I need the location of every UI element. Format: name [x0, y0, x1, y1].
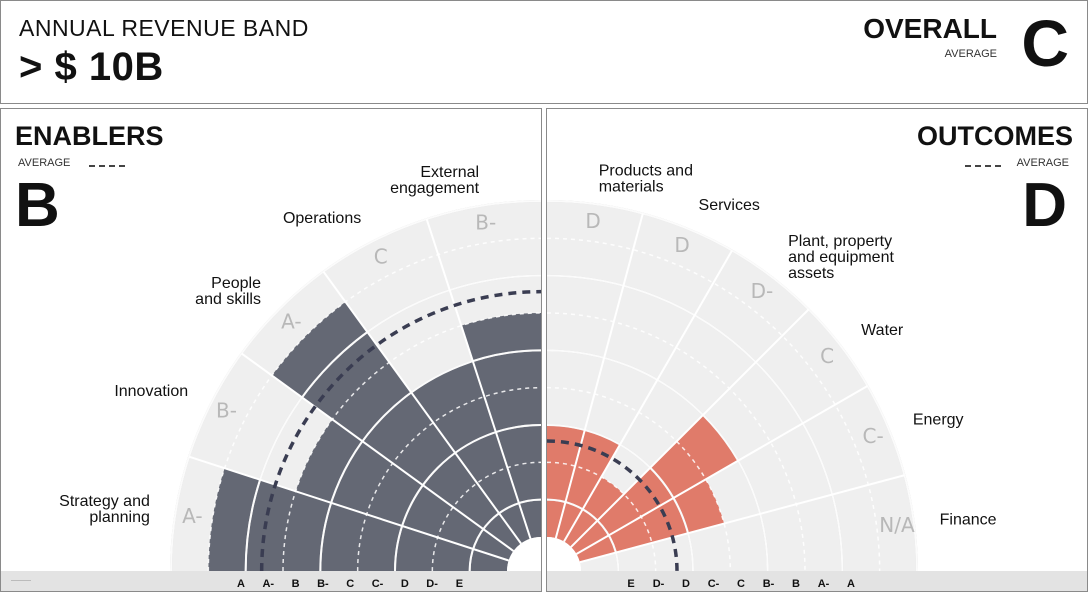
- outcomes-label-finance: Finance: [940, 511, 997, 528]
- enablers-bar-external-engagement: [461, 313, 541, 539]
- header: ANNUAL REVENUE BAND > $ 10B OVERALL AVER…: [0, 0, 1088, 104]
- outcomes-label-services: Services: [699, 197, 760, 214]
- enablers-label-innovation: Innovation: [114, 383, 188, 400]
- enablers-ring: [282, 312, 541, 572]
- enablers-ring: [170, 200, 541, 572]
- outcomes-label-plant-property-and-equipment-assets: and equipment: [788, 249, 894, 266]
- enablers-ring: [356, 386, 541, 572]
- revenue-band-label: ANNUAL REVENUE BAND: [19, 15, 309, 41]
- enablers-divider: [241, 352, 515, 552]
- enablers-divider: [188, 455, 509, 562]
- outcomes-divider: [579, 474, 905, 564]
- enablers-label-strategy-and-planning: planning: [89, 509, 150, 526]
- outcomes-bar-water: [571, 414, 739, 554]
- enablers-bar-people-and-skills: [271, 301, 522, 552]
- outcomes-label-water: Water: [861, 322, 904, 339]
- enablers-label-external-engagement: engagement: [390, 180, 480, 197]
- outcomes-grade-water: C: [820, 344, 834, 368]
- outcomes-bar-products-and-materials: [547, 425, 585, 539]
- outcomes-grade-finance: N/A: [879, 513, 915, 537]
- enablers-bar-operations: [411, 361, 531, 544]
- enablers-label-people-and-skills: and skills: [195, 291, 261, 308]
- enablers-footer: [1, 571, 541, 591]
- enablers-ring: [431, 461, 541, 572]
- enablers-bar-innovation: [295, 419, 514, 561]
- outcomes-label-plant-property-and-equipment-assets: assets: [788, 265, 834, 282]
- outcomes-divider: [570, 308, 810, 548]
- outcomes-label-products-and-materials: materials: [599, 178, 664, 195]
- enablers-ring: [244, 274, 541, 572]
- outcomes-divider: [563, 250, 733, 543]
- overall-title: OVERALL: [863, 13, 997, 44]
- enablers-grade-operations: C: [374, 244, 388, 268]
- enablers-average-grade: B: [15, 171, 60, 240]
- enablers-grade-people-and-skills: A-: [281, 309, 301, 333]
- enablers-grade-external-engagement: B-: [475, 210, 496, 234]
- enablers-average-label: AVERAGE: [18, 157, 71, 169]
- outcomes-bar-services: [555, 429, 620, 542]
- enablers-title: ENABLERS: [15, 121, 164, 151]
- outcomes-title: OUTCOMES: [916, 121, 1073, 151]
- outcomes-average-grade: D: [1022, 171, 1067, 240]
- enablers-panel: A- Strategy and planning B- Innovation A- Peop…: [0, 108, 542, 592]
- outcomes-grade-energy: C-: [863, 424, 884, 448]
- overall-average-label: AVERAGE: [944, 48, 997, 60]
- outcomes-average-dash: [965, 165, 1001, 167]
- enablers-ring: [394, 424, 541, 572]
- enablers-label-people-and-skills: People: [211, 275, 261, 292]
- enablers-label-strategy-and-planning: Strategy and: [59, 493, 150, 510]
- outcomes-label-plant-property-and-equipment-assets: Plant, property: [788, 233, 892, 250]
- outcomes-grade-services: D: [674, 233, 689, 257]
- outcomes-footer: [547, 571, 1087, 591]
- enablers-label-operations: Operations: [283, 210, 361, 227]
- enablers-ring: [468, 498, 541, 572]
- enablers-divider: [425, 218, 532, 539]
- revenue-band-value: > $ 10B: [19, 45, 164, 89]
- enablers-bar-strategy-and-planning: [208, 468, 509, 571]
- outcomes-hub: [547, 537, 581, 571]
- enablers-grade-innovation: B-: [216, 399, 237, 423]
- enablers-footer-dash: [11, 580, 31, 581]
- outcomes-label-products-and-materials: Products and: [599, 162, 693, 179]
- enablers-divider: [322, 271, 522, 545]
- outcomes-grade-plant-property-and-equipment-assets: D-: [751, 279, 774, 303]
- enablers-grade-strategy-and-planning: A-: [182, 504, 202, 528]
- outcomes-ring: [547, 461, 657, 572]
- outcomes-average-arc: [547, 439, 679, 572]
- outcomes-average-label: AVERAGE: [1016, 157, 1069, 169]
- enablers-hub: [507, 537, 541, 571]
- outcomes-ring: [547, 386, 732, 572]
- outcomes-label-energy: Energy: [913, 411, 964, 428]
- outcomes-divider: [575, 385, 868, 555]
- outcomes-grade-products-and-materials: D: [585, 209, 600, 233]
- outcomes-panel: D Products and materials D Services D- Plant, …: [546, 108, 1088, 592]
- enablers-label-external-engagement: External: [420, 164, 479, 181]
- overall-grade: C: [1021, 6, 1069, 80]
- outcomes-bar-energy: [576, 479, 725, 563]
- outcomes-divider: [554, 213, 644, 539]
- enablers-average-dash: [89, 165, 125, 167]
- outcomes-bar-plant-property-and-equipment-assets: [564, 476, 624, 547]
- enablers-ring: [319, 349, 541, 572]
